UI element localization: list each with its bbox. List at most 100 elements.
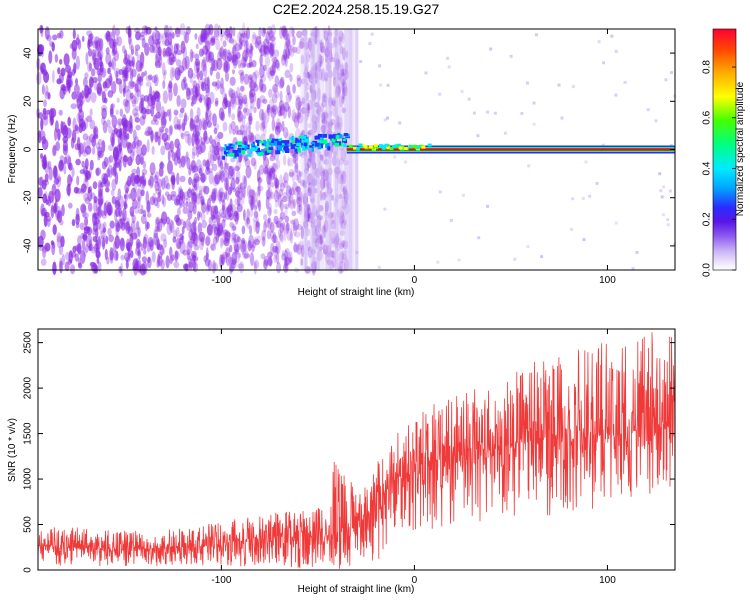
spectrogram-noise-cell	[248, 189, 255, 198]
spectrogram-noise-cell	[111, 29, 116, 43]
spectrogram-haze	[324, 29, 328, 270]
spectrogram-noise-cell	[342, 78, 346, 87]
spectrogram-noise-cell	[224, 191, 228, 200]
spectrogram-noise-cell	[40, 117, 44, 131]
spectrogram-noise-cell	[253, 261, 257, 275]
spectrogram-noise-cell	[40, 258, 47, 266]
spectrogram-noise-cell	[320, 39, 323, 53]
spectrogram-noise-cell	[315, 167, 320, 179]
spectrogram-noise-cell	[45, 85, 49, 96]
spectrogram-noise-cell	[263, 64, 267, 72]
spectrogram-noise-cell	[264, 164, 269, 174]
spectrogram-noise-cell	[296, 185, 301, 195]
spectrogram-noise-cell	[340, 62, 345, 77]
spectrogram-noise-cell	[154, 54, 159, 67]
spectrogram-noise-cell	[194, 199, 198, 208]
spectrogram-noise-cell	[187, 238, 195, 248]
spectrogram-noise-cell	[101, 107, 107, 120]
spectrogram-noise-cell	[188, 228, 194, 241]
spectrogram-noise-cell	[282, 191, 287, 198]
spectrogram-noise-cell	[317, 105, 322, 119]
spectrogram-noise-cell	[230, 177, 236, 191]
spectrogram-noise-cell	[77, 91, 82, 101]
spectrogram-noise-cell	[240, 192, 245, 205]
spectrogram-noise-cell	[160, 259, 165, 270]
spectrogram-noise-cell	[246, 185, 252, 199]
spectrogram-noise-cell	[309, 151, 316, 166]
spectrogram-noise-cell	[84, 72, 89, 79]
spectrogram-noise-cell	[338, 193, 343, 200]
spectrogram-noise-dot	[438, 92, 442, 96]
spectrogram-noise-cell	[113, 38, 116, 48]
spectrogram-noise-cell	[263, 167, 269, 174]
spectrogram-noise-cell	[147, 126, 153, 136]
spectrogram-noise-dot	[449, 219, 453, 222]
spectrogram-noise-cell	[201, 220, 207, 229]
spectrogram-noise-cell	[125, 59, 132, 73]
spectrogram-noise-cell	[147, 179, 152, 187]
spectrogram-noise-cell	[141, 144, 147, 156]
spectrogram-noise-cell	[310, 31, 316, 37]
spectrogram-track-cell	[246, 147, 250, 150]
spectrogram-noise-cell	[340, 169, 345, 179]
spectrogram-noise-cell	[328, 42, 335, 49]
spectrogram-noise-cell	[248, 115, 253, 122]
spectrogram-noise-cell	[269, 35, 276, 42]
spectrogram-noise-cell	[102, 120, 108, 134]
spectrogram-noise-cell	[199, 135, 203, 143]
spectrogram-noise-cell	[96, 218, 101, 230]
spectrogram-noise-cell	[316, 250, 323, 261]
spectrogram-noise-cell	[85, 243, 89, 254]
spectrogram-noise-cell	[293, 218, 300, 231]
spectrogram-noise-cell	[97, 235, 101, 250]
spectrogram-noise-cell	[189, 88, 195, 96]
spectrogram-noise-cell	[285, 185, 292, 199]
spectrogram-noise-cell	[261, 73, 267, 83]
spectrogram-noise-cell	[52, 69, 55, 84]
spectrogram-noise-cell	[249, 252, 255, 267]
spectrogram-noise-cell	[62, 136, 69, 144]
spectrogram-noise-cell	[281, 120, 285, 132]
spectrogram-noise-cell	[223, 237, 230, 247]
spectrogram-noise-cell	[282, 126, 289, 139]
spectrogram-noise-cell	[186, 241, 193, 255]
colorbar-tick-label: 0.0	[702, 263, 713, 277]
spectrogram-noise-cell	[320, 225, 326, 234]
spectrogram-noise-cell	[68, 202, 73, 209]
spectrogram-noise-cell	[182, 249, 189, 256]
spectrogram-track-cell	[309, 145, 313, 148]
spectrogram-noise-cell	[311, 177, 318, 187]
spectrogram-noise-cell	[336, 69, 340, 75]
spectrogram-noise-cell	[89, 119, 96, 130]
spectrogram-noise-cell	[243, 253, 251, 259]
spectrogram-noise-cell	[78, 114, 84, 128]
spectrogram-noise-cell	[278, 216, 284, 223]
spectrogram-noise-cell	[258, 164, 265, 175]
spectrogram-noise-cell	[287, 157, 294, 167]
spectrogram-noise-cell	[183, 130, 190, 137]
spectrogram-haze	[336, 29, 340, 270]
spectrogram-track-cell	[234, 153, 239, 157]
spectrogram-noise-cell	[327, 129, 332, 136]
spectrogram-noise-dot	[646, 108, 650, 112]
spectrogram-noise-cell	[319, 165, 324, 177]
spectrogram-noise-cell	[282, 223, 287, 236]
spectrogram-noise-cell	[275, 182, 278, 189]
spectrogram-track-cell	[322, 133, 327, 138]
spectrogram-noise-cell	[171, 151, 176, 162]
spectrogram-noise-cell	[78, 262, 83, 269]
spectrogram-noise-cell	[44, 173, 49, 183]
spectrogram-noise-cell	[284, 249, 288, 261]
spectrogram-noise-cell	[103, 173, 108, 184]
spectrogram-noise-cell	[213, 127, 218, 135]
spectrogram-noise-cell	[51, 242, 56, 256]
spectrogram-noise-cell	[239, 33, 245, 45]
spectrogram-noise-cell	[148, 175, 154, 189]
spectrogram-noise-cell	[296, 224, 303, 231]
spectrogram-noise-cell	[241, 240, 248, 251]
spectrogram-noise-cell	[104, 32, 109, 40]
spectrogram-noise-cell	[319, 154, 323, 160]
spectrogram-noise-cell	[239, 62, 246, 69]
spectrogram-noise-dot	[383, 207, 387, 211]
